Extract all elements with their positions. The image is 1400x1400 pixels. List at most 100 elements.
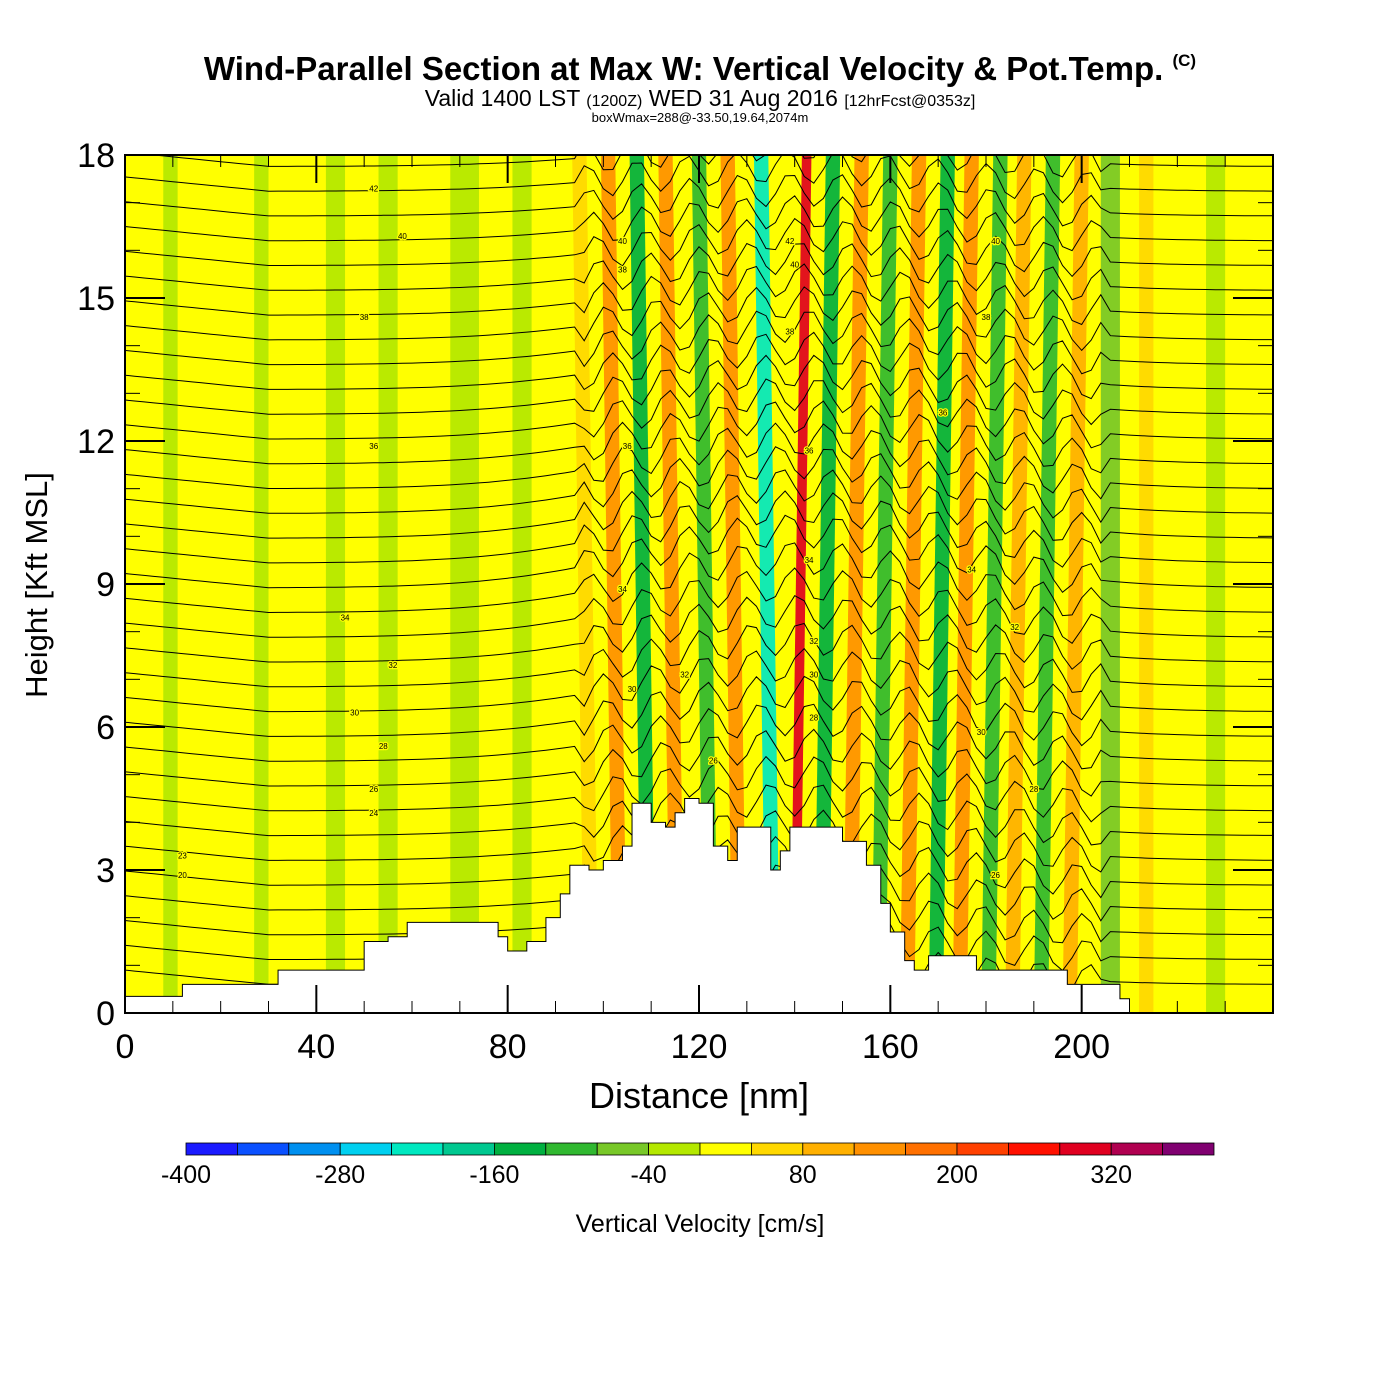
contour-label: 40 [790, 261, 799, 270]
y-axis-label: Height [Kft MSL] [19, 472, 54, 698]
title-text: Wind-Parallel Section at Max W: Vertical… [203, 50, 1164, 87]
theta-contour [125, 354, 1273, 426]
colorbar-swatch [1162, 1142, 1215, 1156]
theta-contour [125, 675, 1273, 747]
x-tick-label: 200 [1053, 1028, 1110, 1066]
contour-label: 30 [809, 671, 818, 680]
velocity-band [572, 155, 599, 1013]
velocity-band [952, 155, 979, 1013]
colorbar-tick-label: -280 [315, 1161, 365, 1189]
theta-contour [125, 286, 1273, 352]
colorbar-swatch [596, 1142, 650, 1156]
velocity-band [600, 155, 628, 1013]
colorbar-tick-label: 80 [789, 1161, 817, 1189]
colorbar-swatch [185, 1142, 238, 1156]
contour-label: 32 [680, 671, 689, 680]
contour-label: 34 [341, 613, 350, 622]
contour-label: 23 [178, 852, 187, 861]
colorbar-swatch [802, 1142, 855, 1156]
y-tick-label: 3 [96, 852, 115, 890]
plot-area: 23 20 24 26 28 30 32 34 36 38 40 42 40 38 36 34 30 32 26 42… [125, 155, 1273, 1013]
contour-label: 24 [369, 809, 378, 818]
y-tick-label: 15 [77, 280, 115, 318]
utc-time: (1200Z) [586, 93, 643, 110]
contour-label: 36 [369, 442, 378, 451]
velocity-band [1005, 155, 1032, 1013]
velocity-band [1062, 155, 1089, 1013]
terrain [125, 798, 1130, 1013]
x-axis-label: Distance [nm] [589, 1075, 809, 1116]
box-info: boxWmax=288@-33.50,19.64,2074m [591, 110, 809, 125]
velocity-band [981, 155, 1008, 1013]
contour-label: 30 [977, 728, 986, 737]
contour-label: 26 [991, 871, 1000, 880]
contour-label: 36 [805, 447, 814, 456]
theta-contour [125, 422, 1273, 500]
theta-contour [125, 195, 1273, 252]
velocity-band [1100, 155, 1120, 1013]
contour-label: 28 [1029, 785, 1038, 794]
velocity-band [512, 155, 532, 1013]
velocity-band [753, 155, 781, 1013]
colorbar-swatch [648, 1142, 701, 1156]
velocity-band [842, 155, 869, 1013]
colorbar-swatch [442, 1142, 495, 1156]
velocity-band [789, 155, 812, 1013]
theta-contour [125, 242, 1273, 301]
colorbar-tick-label: -400 [161, 1161, 211, 1189]
contour-label: 38 [618, 265, 627, 274]
colorbar-swatch [391, 1142, 444, 1156]
theta-contour [125, 514, 1273, 594]
contour-label: 38 [982, 313, 991, 322]
colorbar-swatch [751, 1142, 804, 1156]
theta-contour [125, 728, 1273, 797]
theta-contour [125, 622, 1273, 693]
y-tick-label: 9 [96, 566, 115, 604]
colorbar-swatch [1008, 1142, 1061, 1156]
theta-contour [125, 595, 1273, 670]
contour-label: 36 [938, 408, 947, 417]
contour-label: 32 [809, 637, 818, 646]
y-tick-label: 12 [77, 423, 115, 461]
contour-label: 26 [369, 785, 378, 794]
valid-time-line: Valid 1400 LST (1200Z) WED 31 Aug 2016 [… [0, 85, 1400, 112]
x-tick-label: 40 [297, 1028, 335, 1066]
theta-contour [125, 378, 1273, 449]
contour-label: 26 [709, 756, 718, 765]
colorbar-swatch [1059, 1142, 1112, 1156]
colorbar-tick-label: 320 [1090, 1161, 1132, 1189]
y-tick-label: 6 [96, 709, 115, 747]
colorbar-tick-label: -40 [631, 1161, 667, 1189]
contour-label: 30 [350, 709, 359, 718]
colorbar-tick-label: -160 [469, 1161, 519, 1189]
colorbar-swatch [288, 1142, 341, 1156]
theta-contour [125, 755, 1273, 823]
copyright-mark: (C) [1172, 51, 1197, 70]
colorbar-swatch [956, 1142, 1009, 1156]
forecast-info: [12hrFcst@0353z] [844, 93, 976, 110]
contour-label: 34 [967, 566, 976, 575]
colorbar: -400 -280 -160 -40 80 200 320 [161, 1142, 1215, 1189]
theta-contour [125, 542, 1273, 617]
contour-label: 38 [360, 313, 369, 322]
theta-contour [125, 469, 1273, 544]
theta-contour [125, 567, 1273, 644]
colorbar-swatch [853, 1142, 907, 1156]
colorbar-swatch [545, 1142, 598, 1156]
contour-label: 42 [785, 237, 794, 246]
contour-label: 34 [805, 556, 814, 565]
colorbar-swatch [236, 1142, 290, 1156]
velocity-band [691, 155, 719, 1013]
chart-title: Wind-Parallel Section at Max W: Vertical… [0, 50, 1400, 88]
colorbar-swatch [1110, 1142, 1163, 1156]
velocity-band [629, 155, 656, 1013]
contour-label: 34 [618, 585, 627, 594]
colorbar-swatch [493, 1142, 547, 1156]
contour-label: 20 [178, 871, 187, 880]
theta-contour [125, 703, 1273, 770]
contour-label: 40 [618, 237, 627, 246]
x-tick-label: 160 [862, 1028, 919, 1066]
velocity-band [163, 155, 178, 1013]
